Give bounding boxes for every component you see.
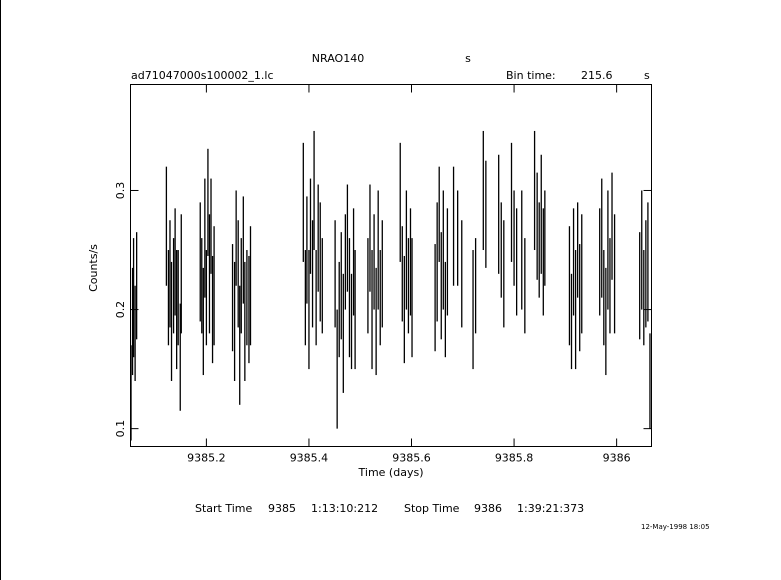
stop-clock: 1:39:21:373	[517, 502, 584, 515]
plot-frame	[130, 84, 652, 447]
y-tick-label: 0.3	[114, 182, 127, 200]
x-axis-label: Time (days)	[358, 466, 424, 479]
x-tick-label: 9385.8	[495, 452, 534, 465]
chart-title: NRAO140	[312, 52, 364, 65]
bin-time: 215.6	[581, 69, 613, 82]
x-tick-label: 9385.2	[187, 452, 226, 465]
x-tick-label: 9385.4	[290, 452, 329, 465]
start-label: Start Time	[195, 502, 253, 515]
stop-label: Stop Time	[404, 502, 460, 515]
y-tick-label: 0.2	[114, 301, 127, 319]
start-clock: 1:13:10:212	[311, 502, 378, 515]
y-axis-label: Counts/s	[87, 244, 100, 292]
timestamp: 12-May-1998 18:05	[641, 523, 710, 531]
file-label: ad71047000s100002_1.lc	[131, 69, 274, 82]
title-unit: s	[465, 52, 471, 65]
bin-time-label: Bin time:	[506, 69, 556, 82]
x-tick-label: 9386	[603, 452, 631, 465]
x-tick-label: 9385.6	[392, 452, 431, 465]
y-tick-label: 0.1	[114, 420, 127, 438]
start-day: 9385	[268, 502, 296, 515]
bin-time-unit: s	[644, 69, 650, 82]
stop-day: 9386	[474, 502, 502, 515]
